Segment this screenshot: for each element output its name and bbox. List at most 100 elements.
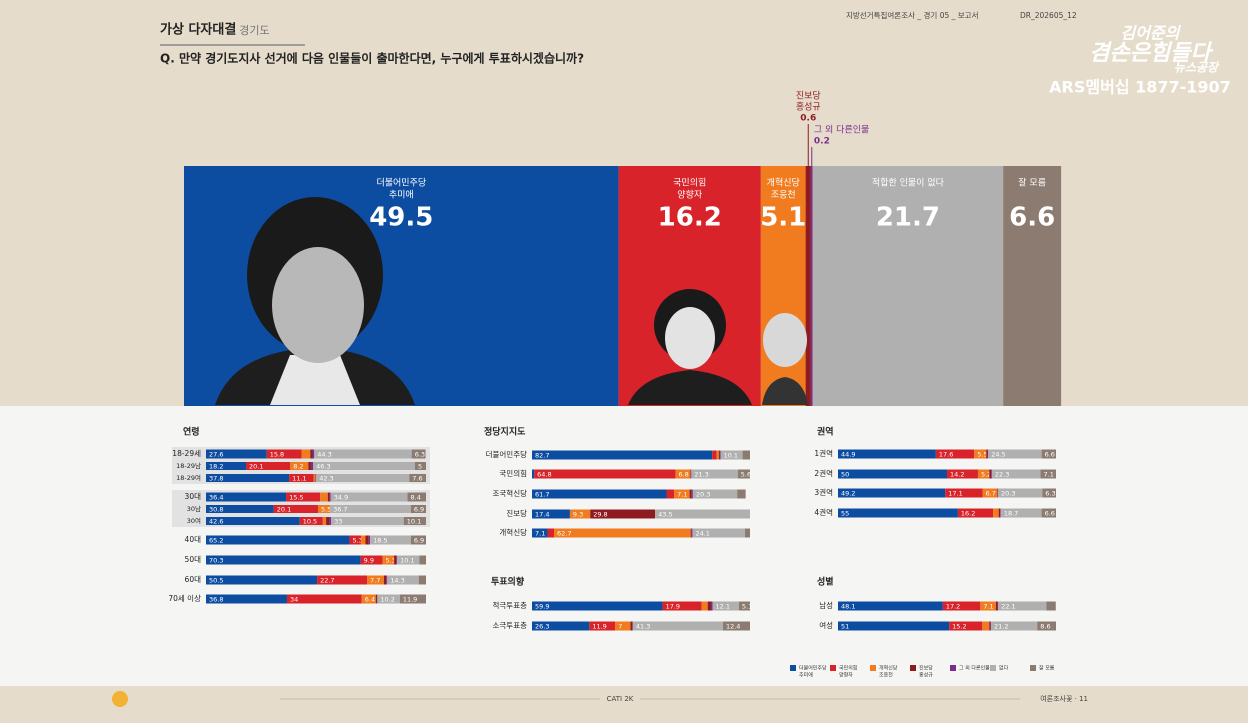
breakdown-segment	[991, 469, 1041, 479]
annotation-value: 0.2	[814, 137, 830, 147]
logo-line: 뉴스공장	[1174, 61, 1220, 75]
breakdown-segment	[590, 509, 656, 519]
legend-label: 개혁신당	[879, 665, 898, 672]
breakdown-segment	[317, 575, 368, 585]
row-label: 30대	[185, 492, 202, 501]
legend-swatch	[790, 665, 796, 671]
photo-shoulders	[628, 370, 752, 405]
breakdown-segment	[365, 535, 369, 545]
breakdown-segment	[532, 528, 548, 538]
breakdown-segment	[396, 555, 398, 565]
legend-label: 조응천	[879, 672, 893, 679]
segment-value: 34.9	[334, 494, 348, 502]
segment-value: 24.1	[695, 530, 709, 538]
segment-value: 62.7	[557, 530, 571, 538]
row-label: 국민의힘	[499, 468, 527, 478]
segment-value: 6.6	[1009, 203, 1055, 233]
breakdown-segment	[991, 621, 1038, 631]
segment-value: 10.2	[380, 596, 394, 604]
segment-value: 22.7	[320, 577, 334, 585]
breakdown-segment	[312, 449, 315, 459]
breakdown-segment	[273, 505, 318, 513]
breakdown-segment	[206, 462, 247, 470]
segment-value: 65.2	[209, 537, 223, 545]
breakdown-segment	[1041, 508, 1056, 518]
segment-value: 7.6	[412, 475, 422, 483]
breakdown-segment	[989, 621, 991, 631]
main-bar-segment	[810, 166, 813, 406]
breakdown-segment	[997, 488, 998, 498]
legend-label: 없다	[999, 665, 1009, 672]
segment-value: 44.3	[317, 451, 331, 459]
breakdown-title: 성별	[817, 576, 834, 588]
segment-value: 7.7	[370, 577, 380, 585]
breakdown-segment	[716, 450, 719, 460]
segment-value: 29.8	[593, 511, 607, 519]
segment-value: 50.5	[209, 577, 223, 585]
row-label: 18-29여	[176, 473, 201, 482]
breakdown-segment	[313, 474, 316, 482]
breakdown-title: 투표의향	[491, 576, 525, 588]
breakdown-segment	[532, 509, 570, 519]
segment-value: 5.2	[981, 471, 991, 479]
segment-value: 36.4	[209, 494, 223, 502]
breakdown-segment	[987, 449, 989, 459]
breakdown-segment	[387, 575, 419, 585]
breakdown-segment	[692, 489, 738, 499]
segment-value: 48.1	[841, 603, 855, 611]
segment-value: 44.9	[841, 451, 855, 459]
segment-value: 61.7	[535, 491, 549, 499]
breakdown-segment	[1046, 601, 1056, 611]
segment-value: 42.3	[319, 475, 333, 483]
segment-value: 18.5	[373, 537, 387, 545]
row-label: 4권역	[814, 507, 833, 517]
footer-background	[0, 686, 1248, 723]
breakdown-segment	[719, 450, 721, 460]
breakdown-segment	[1000, 508, 1001, 518]
row-label: 18-29남	[176, 461, 201, 470]
segment-value: 16.2	[961, 510, 975, 518]
breakdown-segment	[532, 621, 590, 631]
breakdown-segment	[838, 488, 946, 498]
breakdown-segment	[534, 469, 676, 479]
breakdown-segment	[532, 469, 535, 479]
row-label: 18-29세	[172, 449, 201, 458]
row-label: 2권역	[814, 468, 833, 478]
segment-value: 5.1	[760, 203, 806, 233]
breakdown-segment	[838, 621, 950, 631]
segment-value: 10.5	[303, 518, 317, 526]
segment-value: 7.1	[1044, 471, 1054, 479]
segment-label: 추미애	[389, 190, 414, 201]
segment-value: 20.1	[277, 506, 291, 514]
legend-label: 잘 모름	[1039, 665, 1055, 672]
segment-value: 36.8	[209, 596, 223, 604]
segment-value: 7	[618, 623, 622, 631]
breakdown-segment	[712, 601, 739, 611]
breakdown-segment	[386, 575, 388, 585]
segment-value: 14.2	[950, 471, 964, 479]
segment-value: 6.6	[1045, 451, 1055, 459]
breakdown-segment	[690, 469, 691, 479]
breakdown-title: 정당지지도	[484, 426, 526, 438]
main-bar-segment	[812, 166, 1004, 406]
breakdown-segment	[289, 474, 314, 482]
breakdown-segment	[974, 449, 987, 459]
legend-label: 홍성규	[919, 672, 933, 679]
breakdown-segment	[675, 469, 691, 479]
breakdown-segment	[737, 489, 746, 499]
breakdown-segment	[382, 555, 395, 565]
segment-value: 34	[290, 596, 298, 604]
segment-value: 26.3	[535, 623, 549, 631]
breakdown-segment	[674, 489, 690, 499]
breakdown-segment	[299, 517, 323, 525]
row-label: 30남	[187, 504, 201, 513]
segment-value: 59.9	[535, 603, 549, 611]
row-label: 개혁신당	[499, 527, 527, 537]
segment-value: 12.1	[716, 603, 730, 611]
breakdown-segment	[360, 555, 383, 565]
breakdown-segment	[1042, 488, 1056, 498]
segment-value: 8.6	[1040, 623, 1050, 631]
segment-value: 42.6	[209, 518, 223, 526]
breakdown-segment	[310, 462, 314, 470]
